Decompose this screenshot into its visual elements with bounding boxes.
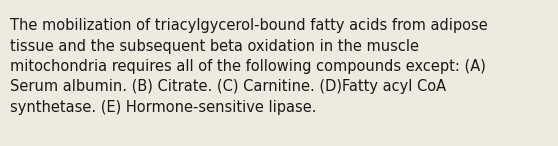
Text: The mobilization of triacylgycerol-bound fatty acids from adipose: The mobilization of triacylgycerol-bound…: [10, 18, 488, 33]
Text: Serum albumin. (B) Citrate. (C) Carnitine. (D)Fatty acyl CoA: Serum albumin. (B) Citrate. (C) Carnitin…: [10, 80, 446, 94]
Text: synthetase. (E) Hormone-sensitive lipase.: synthetase. (E) Hormone-sensitive lipase…: [10, 100, 316, 115]
Text: mitochondria requires all of the following compounds except: (A): mitochondria requires all of the followi…: [10, 59, 486, 74]
Text: tissue and the subsequent beta oxidation in the muscle: tissue and the subsequent beta oxidation…: [10, 39, 419, 53]
